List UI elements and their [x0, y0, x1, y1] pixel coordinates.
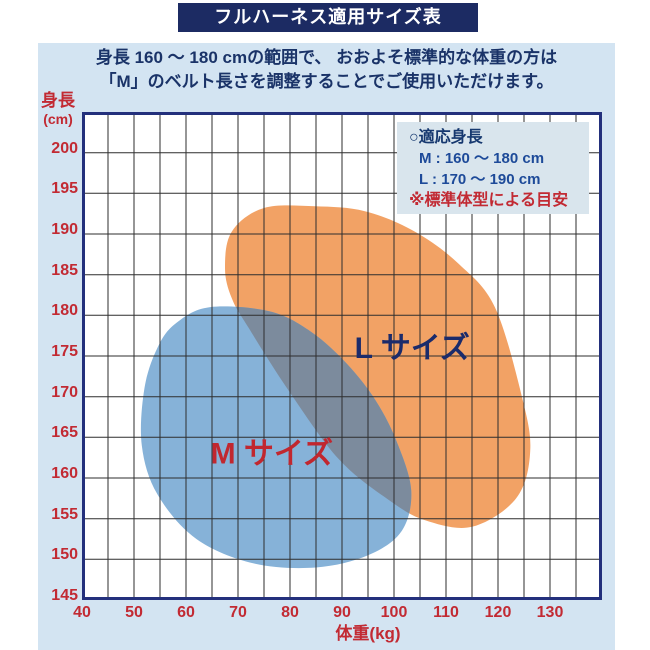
x-tick-label: 90: [333, 604, 351, 621]
y-tick-label: 160: [51, 465, 78, 482]
x-axis-title: 体重(kg): [335, 624, 401, 643]
y-axis-title: 身長 (cm): [34, 91, 82, 129]
x-tick-label: 110: [433, 604, 459, 621]
y-tick-label: 170: [51, 383, 78, 401]
y-tick-label: 145: [51, 587, 78, 604]
y-axis-unit: (cm): [43, 111, 73, 127]
y-tick-label: 185: [51, 261, 78, 279]
x-tick-label: 60: [177, 604, 195, 621]
x-tick-label: 50: [125, 604, 143, 621]
legend-size-l: L : 170 ～ 190 cm: [419, 171, 541, 188]
legend-size-m: M : 160 ～ 180 cm: [419, 150, 545, 167]
subtitle-line-2: 「M」のベルト長さを調整することでご使用いただけます。: [99, 72, 554, 91]
region-label-m: M サイズ: [211, 437, 333, 471]
region-label-l: L サイズ: [355, 331, 470, 365]
y-tick-label: 200: [51, 139, 78, 157]
y-tick-label: 165: [51, 424, 78, 442]
plot-area: L サイズ M サイズ ○適応身長 M : 160 ～ 180 cm L : 17…: [82, 112, 602, 600]
legend-box: ○適応身長 M : 160 ～ 180 cm L : 170 ～ 190 cm …: [397, 122, 589, 214]
y-tick-label: 155: [51, 505, 78, 523]
size-chart: L サイズ M サイズ: [82, 112, 602, 600]
x-tick-label: 130: [536, 604, 564, 621]
y-axis-title-text: 身長: [41, 91, 75, 110]
x-tick-label: 40: [73, 604, 91, 621]
x-tick-label: 120: [484, 604, 512, 621]
legend-note: ※標準体型による目安: [409, 192, 569, 209]
legend-heading: ○適応身長: [409, 129, 483, 146]
y-tick-label: 175: [51, 343, 78, 360]
subtitle-line-1: 身長 160 ～ 180 cmの範囲で、 おおよそ標準的な体重の方は: [95, 48, 558, 67]
y-tick-label: 180: [51, 302, 78, 320]
x-tick-label: 70: [229, 604, 247, 621]
x-tick-label: 80: [281, 604, 299, 621]
y-tick-label: 195: [51, 180, 78, 198]
grid-lines: [82, 112, 602, 600]
region-l-size: [225, 205, 531, 528]
subtitle: 身長 160 ～ 180 cmの範囲で、 おおよそ標準的な体重の方は 「M」のベ…: [38, 46, 615, 94]
page-title: フルハーネス適用サイズ表: [214, 7, 442, 27]
y-tick-label: 190: [51, 221, 78, 238]
title-bar: フルハーネス適用サイズ表: [178, 3, 478, 32]
x-tick-label: 100: [380, 604, 408, 621]
y-tick-label: 150: [51, 546, 78, 564]
plot-border: [82, 112, 602, 600]
